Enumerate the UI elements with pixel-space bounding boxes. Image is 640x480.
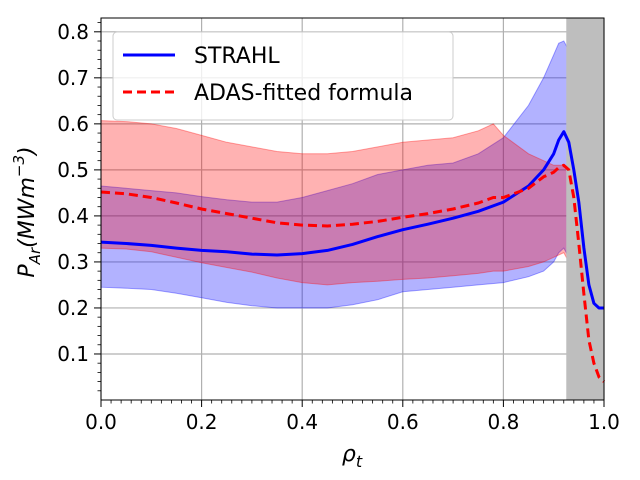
x-tick-label: 0.8 <box>487 410 519 434</box>
y-tick-label: 0.5 <box>57 158 89 182</box>
legend: STRAHL ADAS-fitted formula <box>112 31 454 121</box>
y-axis-label: PAr(MWm−3) <box>10 146 44 277</box>
uncertainty-bands <box>100 40 605 382</box>
x-tick-label: 1.0 <box>588 410 620 434</box>
x-tick-label: 0.6 <box>387 410 419 434</box>
plot-frame <box>100 17 605 401</box>
y-tick-label: 0.2 <box>57 296 89 320</box>
y-tick-label: 0.6 <box>57 112 89 136</box>
axis-ticks: 0.0 0.2 0.4 0.6 0.8 1.0 0.1 0.2 0.3 0.4 0.5 0.6 0.7 0… <box>57 20 620 434</box>
legend-label-adas: ADAS-fitted formula <box>194 81 413 106</box>
line-strahl <box>100 130 604 310</box>
y-tick-label: 0.7 <box>57 66 89 90</box>
y-tick-label: 0.8 <box>57 20 89 44</box>
x-tick-label: 0.0 <box>85 410 117 434</box>
svg-text:ρt: ρt <box>342 442 363 471</box>
band-adas <box>100 120 605 382</box>
series-lines <box>100 130 606 383</box>
y-tick-label: 0.3 <box>57 250 89 274</box>
x-tick-label: 0.4 <box>286 410 318 434</box>
x-tick-label: 0.2 <box>186 410 218 434</box>
line-adas <box>100 163 606 383</box>
y-tick-label: 0.1 <box>57 342 89 366</box>
svg-text:PAr(MWm−3): PAr(MWm−3) <box>10 146 44 277</box>
y-tick-label: 0.4 <box>57 204 89 228</box>
legend-label-strahl: STRAHL <box>194 44 280 69</box>
x-axis-label: ρt <box>342 442 363 471</box>
shaded-region <box>566 18 604 400</box>
